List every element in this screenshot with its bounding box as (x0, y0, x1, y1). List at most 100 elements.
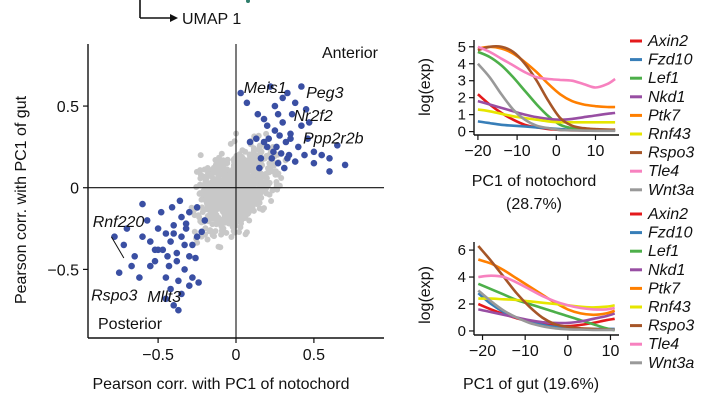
highlighted-point (178, 290, 185, 298)
background-point (191, 228, 198, 235)
highlighted-point (274, 159, 282, 167)
highlighted-point (260, 138, 268, 146)
line-y-tick-label: 0 (458, 323, 466, 340)
background-point (223, 189, 230, 196)
line-y-tick-label: 1 (458, 107, 466, 124)
background-point (278, 175, 285, 181)
highlighted-point (326, 155, 333, 162)
highlighted-point (162, 274, 170, 281)
highlighted-point (193, 233, 201, 240)
background-point (223, 229, 230, 236)
line-x-tick-label: 0 (552, 143, 561, 160)
series-line-lef1 (477, 282, 616, 332)
background-point (237, 158, 244, 165)
highlighted-point (334, 142, 341, 149)
background-point (204, 236, 211, 243)
highlighted-point (143, 217, 151, 224)
legend-label-rspo3: Rspo3 (648, 318, 694, 335)
scatter-x-tick-label: −0.5 (142, 347, 174, 364)
highlighted-point (178, 213, 185, 221)
highlighted-point (279, 94, 287, 102)
background-point (256, 177, 263, 184)
legend-label-rspo3: Rspo3 (648, 145, 694, 162)
highlighted-point (301, 151, 308, 159)
line-y-tick-label: 2 (458, 90, 466, 107)
background-point (212, 161, 219, 168)
highlighted-point (291, 158, 299, 165)
background-point (205, 212, 212, 219)
legend-label-fzd10: Fzd10 (648, 52, 693, 69)
scatter-x-tick-label: 0 (232, 347, 241, 364)
line-y-tick-label: 5 (458, 39, 466, 56)
highlighted-point (310, 159, 318, 167)
background-point (230, 199, 237, 206)
background-point (197, 167, 204, 174)
legend-label-tle4: Tle4 (648, 336, 679, 353)
series-line-nkd1 (477, 99, 616, 122)
legend-label-ptk7: Ptk7 (648, 280, 681, 297)
highlighted-point (291, 99, 299, 107)
highlighted-point (162, 230, 170, 237)
background-point (219, 224, 225, 231)
background-point (268, 198, 275, 204)
background-point (236, 174, 242, 181)
background-point (249, 166, 256, 173)
highlighted-point (237, 89, 244, 97)
highlighted-point (271, 127, 279, 134)
background-point (263, 190, 270, 197)
highlighted-point (182, 225, 190, 232)
background-point (207, 227, 214, 234)
legend-label-rnf43: Rnf43 (648, 299, 691, 316)
gene-leader-line (110, 236, 125, 259)
gut-series-lines (477, 245, 616, 332)
gene-label-ppp2r2b: Ppp2r2b (303, 131, 364, 148)
highlighted-point (198, 228, 205, 236)
umap-dot (246, 0, 250, 3)
gut-x-axis-title: PC1 of gut (19.6%) (463, 376, 599, 393)
scatter-x-axis-title: Pearson corr. with PC1 of notochord (92, 376, 349, 393)
background-point (249, 201, 256, 208)
notochord-series-lines (476, 44, 616, 133)
background-point (229, 167, 236, 173)
background-point (203, 194, 210, 201)
highlighted-point (192, 254, 199, 262)
series-line-rnf43 (478, 297, 615, 309)
scatter-y-tick-label: −0.5 (47, 262, 79, 279)
highlighted-point (256, 164, 263, 172)
background-point (214, 217, 221, 224)
highlighted-point (123, 225, 131, 232)
background-point (195, 212, 202, 219)
background-point (236, 216, 243, 223)
highlighted-point (164, 252, 171, 260)
highlighted-point (326, 168, 333, 175)
line-x-tick-label: 10 (602, 343, 620, 360)
background-point (217, 244, 224, 251)
gut-y-axis-title: log(exp) (417, 266, 434, 324)
background-point (199, 204, 205, 211)
highlighted-point (181, 266, 188, 273)
scatter-y-tick-label: 0 (70, 181, 79, 198)
background-point (255, 198, 262, 205)
background-point (221, 197, 228, 204)
highlighted-point (178, 233, 185, 240)
legend-label-axin2: Axin2 (647, 206, 688, 223)
highlighted-point (165, 262, 173, 270)
highlighted-point (186, 208, 193, 216)
background-point (262, 173, 269, 180)
highlighted-point (115, 269, 123, 277)
highlighted-point (243, 99, 251, 107)
highlighted-point (279, 119, 287, 126)
background-point (209, 221, 216, 228)
gene-label-rnf220: Rnf220 (93, 214, 145, 231)
scatter-y-tick-label: 0.5 (57, 99, 79, 116)
highlighted-point (195, 279, 202, 286)
background-point (243, 158, 250, 165)
background-point (272, 168, 279, 175)
highlighted-point (162, 295, 170, 303)
background-point (243, 229, 250, 236)
background-point (214, 202, 221, 209)
background-point (224, 166, 230, 173)
highlighted-point (254, 110, 262, 118)
